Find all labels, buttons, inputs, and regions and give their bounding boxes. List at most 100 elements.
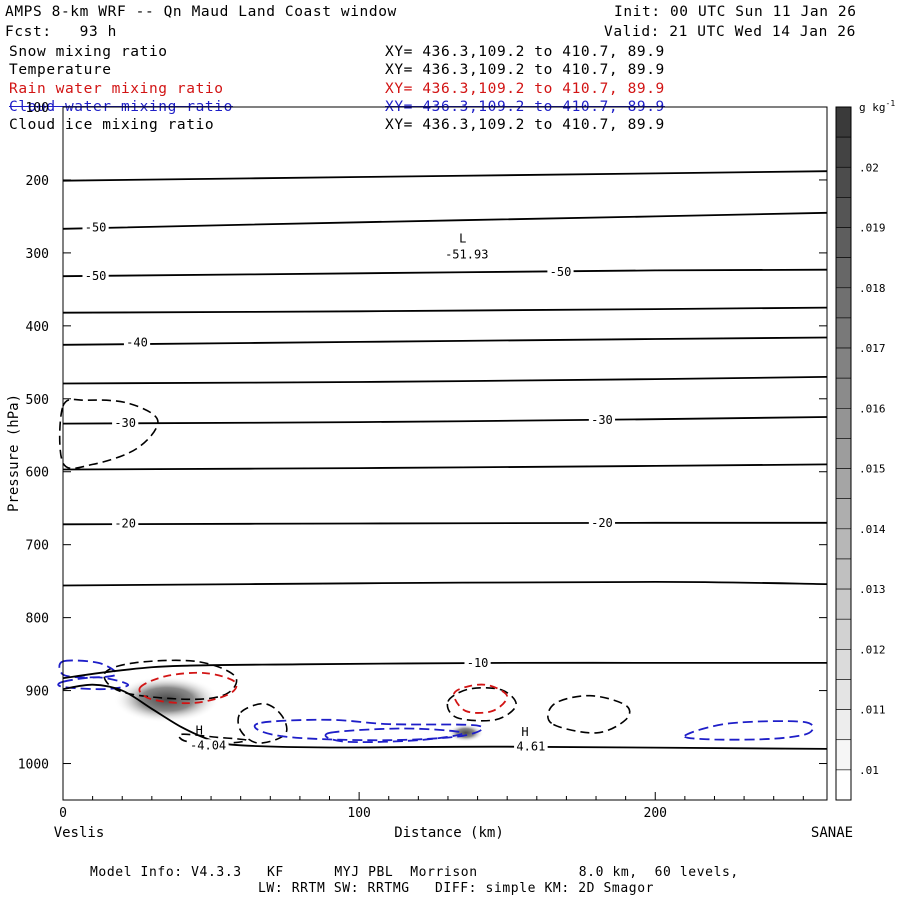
colorbar-units: g kg-1	[859, 99, 895, 114]
y-axis-title: Pressure (hPa)	[6, 394, 22, 512]
ice-contour-4	[547, 694, 631, 734]
x-start-label: Veslis	[54, 825, 105, 841]
field-snow-name: Snow mixing ratio	[9, 44, 168, 60]
model-info-line1: Model Info: V4.3.3 KF MYJ PBL Morrison 8…	[90, 865, 739, 880]
contour-label-6: -20	[114, 517, 136, 531]
colorbar-tick-label-5: .015	[859, 463, 886, 476]
header-title: AMPS 8-km WRF -- Qn Maud Land Coast wind…	[5, 4, 397, 20]
ice-contour-3	[446, 686, 517, 722]
colorbar-swatch-4	[835, 227, 852, 258]
x-tick-label-0: 0	[59, 806, 67, 821]
init-time: Init: 00 UTC Sun 11 Jan 26	[614, 4, 857, 20]
colorbar-swatch-19	[835, 679, 852, 710]
temperature-contour-10	[62, 661, 827, 680]
x-tick-label-2: 200	[644, 806, 667, 821]
colorbar-tick-label-4: .016	[859, 402, 886, 415]
colorbar-swatch-20	[835, 709, 852, 741]
colorbar-tick-label-10: .01	[859, 764, 879, 777]
colorbar-tick-label-9: .011	[859, 704, 886, 717]
colorbar-swatch-12	[835, 468, 852, 499]
contour-label-bg-7	[588, 516, 616, 529]
y-tick-label-9: 1000	[18, 758, 49, 773]
contour-label-bg-1	[82, 270, 109, 283]
colorbar-tick-label-0: .02	[859, 161, 879, 174]
colorbar-swatch-21	[835, 739, 852, 771]
contour-label-2: -50	[550, 265, 572, 279]
contour-label-bg-6	[112, 517, 139, 530]
colorbar-tick-label-6: .014	[859, 523, 886, 536]
y-tick-label-5: 600	[26, 466, 49, 481]
colorbar-swatch-1	[835, 136, 852, 168]
x-axis-title: Distance (km)	[394, 825, 504, 841]
cloud-water-contour-2	[253, 718, 484, 742]
colorbar-swatch-11	[835, 438, 852, 469]
contour-label-bg-3	[123, 336, 151, 349]
temperature-contour-9	[62, 580, 828, 587]
extremum-value-0: -51.93	[445, 248, 488, 262]
contour-label-8: -10	[467, 656, 489, 670]
colorbar-swatch-7	[835, 317, 852, 349]
x-end-label: SANAE	[811, 825, 853, 841]
contour-label-5: -30	[591, 413, 613, 427]
y-tick-label-1: 200	[26, 174, 49, 189]
field-temperature-xy: XY= 436.3,109.2 to 410.7, 89.9	[385, 62, 665, 78]
field-rain-xy: XY= 436.3,109.2 to 410.7, 89.9	[385, 81, 665, 97]
colorbar-frame	[835, 106, 852, 801]
cloud-water-contour-1	[57, 676, 130, 691]
y-tick-label-3: 400	[26, 320, 49, 335]
colorbar-swatch-18	[835, 649, 852, 680]
rain-contour-0	[138, 671, 238, 705]
colorbar-tick-label-8: .012	[859, 643, 886, 656]
contour-label-4: -30	[114, 416, 136, 430]
forecast-hour: Fcst: 93 h	[5, 24, 117, 40]
ice-contour-0	[58, 398, 159, 470]
model-info-line2: LW: RRTM SW: RRTMG DIFF: simple KM: 2D S…	[258, 881, 655, 896]
field-rain-name: Rain water mixing ratio	[9, 81, 224, 97]
y-tick-label-6: 700	[26, 539, 49, 554]
colorbar-swatch-0	[835, 106, 852, 138]
temperature-contour-2	[62, 268, 828, 278]
field-snow-xy: XY= 436.3,109.2 to 410.7, 89.9	[385, 44, 665, 60]
valid-time: Valid: 21 UTC Wed 14 Jan 26	[604, 24, 856, 40]
y-tick-label-7: 800	[26, 612, 49, 627]
temperature-contour-6	[62, 416, 828, 425]
cloud-water-contour-0	[58, 659, 118, 679]
colorbar-tick-label-7: .013	[859, 583, 886, 596]
colorbar-swatch-10	[835, 408, 852, 439]
colorbar-swatch-16	[835, 588, 852, 620]
ice-contour-5	[178, 733, 248, 744]
contour-label-bg-0	[82, 221, 109, 234]
colorbar-swatch-5	[835, 257, 852, 289]
y-tick-label-2: 300	[26, 247, 49, 262]
y-tick-label-0: 100	[26, 101, 49, 116]
colorbar-swatch-17	[835, 618, 852, 650]
temperature-contour-8	[62, 521, 828, 526]
contour-label-1: -50	[85, 269, 107, 283]
extremum-type-2: H	[521, 725, 528, 739]
colorbar-swatch-2	[835, 166, 852, 198]
colorbar-swatch-8	[835, 347, 852, 379]
temperature-contour-1	[62, 211, 828, 230]
contour-label-bg-10	[514, 740, 548, 753]
colorbar-tick-label-2: .018	[859, 282, 886, 295]
field-ice-name: Cloud ice mixing ratio	[9, 117, 215, 133]
contour-label-bg-5	[588, 413, 616, 426]
colorbar-swatch-3	[835, 197, 852, 228]
contour-label-7: -20	[591, 516, 613, 530]
temperature-contour-5	[62, 376, 828, 385]
plot-frame	[62, 106, 828, 801]
snow-shading-1	[447, 724, 484, 742]
colorbar-tick-label-1: .019	[859, 222, 886, 235]
contour-label-bg-9	[187, 739, 229, 752]
temperature-contour-0	[62, 170, 828, 182]
contour-label-0: -50	[85, 220, 107, 234]
colorbar-swatch-6	[835, 287, 852, 319]
y-tick-label-4: 500	[26, 393, 49, 408]
colorbar-swatch-13	[835, 498, 852, 530]
contour-label-bg-8	[464, 656, 491, 669]
colorbar-swatch-14	[835, 528, 852, 560]
contour-label-bg-2	[547, 265, 574, 278]
temperature-contour-3	[62, 306, 828, 314]
x-tick-label-1: 100	[347, 806, 370, 821]
